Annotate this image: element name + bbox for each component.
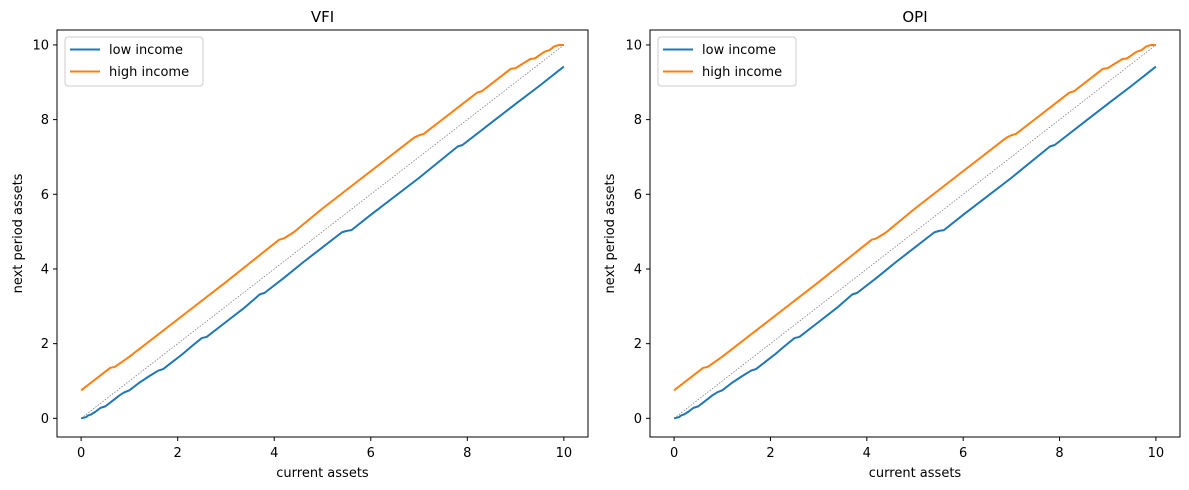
axes-frame xyxy=(649,29,1181,438)
y-tick-label: 0 xyxy=(41,412,49,427)
y-tick-label: 4 xyxy=(41,262,49,277)
x-axis-label: current assets xyxy=(276,466,369,481)
legend: low income high income xyxy=(657,36,797,87)
x-tick-label: 6 xyxy=(367,446,375,461)
x-tick-label: 2 xyxy=(766,446,774,461)
y-tick-label: 10 xyxy=(625,38,642,53)
x-tick-label: 4 xyxy=(863,446,871,461)
y-tick-label: 8 xyxy=(41,113,49,128)
panel-title: VFI xyxy=(311,8,334,26)
legend: low income high income xyxy=(64,36,204,87)
x-tick-label: 4 xyxy=(270,446,278,461)
vfi-panel: VFI current assets next period assets lo… xyxy=(11,8,589,481)
opi-panel: OPI current assets next period assets lo… xyxy=(603,8,1181,481)
series-line-high-income xyxy=(673,43,1156,392)
y-tick-label: 0 xyxy=(634,412,642,427)
x-tick-label: 10 xyxy=(1148,446,1165,461)
y-tick-label: 2 xyxy=(634,337,642,352)
x-tick-label: 2 xyxy=(174,446,182,461)
y-tick-label: 2 xyxy=(41,337,49,352)
series-line-low-income xyxy=(673,65,1157,420)
series-line-high-income xyxy=(80,43,564,392)
series-line-low-income xyxy=(80,65,565,420)
legend-label-high-income: high income xyxy=(109,65,189,80)
y-axis-label: next period assets xyxy=(11,173,26,293)
x-tick-label: 6 xyxy=(959,446,967,461)
x-tick-label: 0 xyxy=(77,446,85,461)
panel-title: OPI xyxy=(902,8,927,26)
x-axis-label: current assets xyxy=(869,466,962,481)
axes-frame xyxy=(56,29,589,438)
legend-label-low-income: low income xyxy=(702,43,776,58)
legend-label-high-income: high income xyxy=(702,65,782,80)
x-tick-label: 0 xyxy=(670,446,678,461)
diagonal-reference-line xyxy=(673,44,1157,419)
x-tick-label: 8 xyxy=(1055,446,1063,461)
y-tick-label: 8 xyxy=(634,113,642,128)
y-tick-label: 4 xyxy=(634,262,642,277)
y-axis-label: next period assets xyxy=(603,173,618,293)
x-tick-label: 8 xyxy=(463,446,471,461)
y-tick-label: 10 xyxy=(32,38,49,53)
y-tick-label: 6 xyxy=(634,188,642,203)
opi-plot-area xyxy=(673,43,1157,420)
y-tick-label: 6 xyxy=(41,188,49,203)
x-tick-label: 10 xyxy=(556,446,573,461)
vfi-plot-area xyxy=(80,43,565,420)
legend-label-low-income: low income xyxy=(109,43,183,58)
